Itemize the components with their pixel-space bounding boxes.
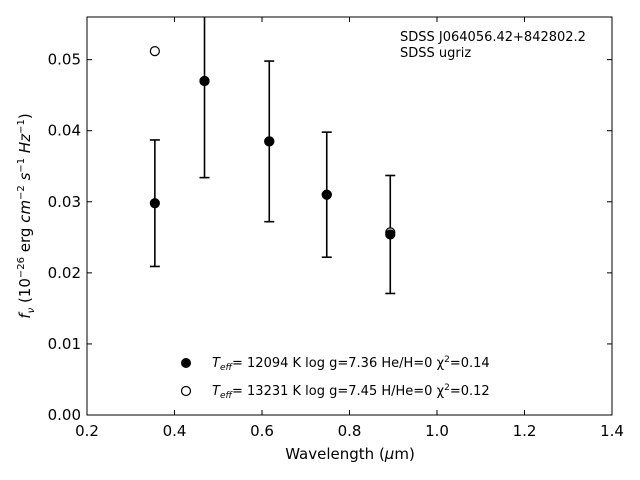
y-tick-label: 0.04 — [48, 122, 81, 140]
legend: Teff= 12094 K log g=7.36 He/H=0 χ2=0.14 … — [180, 355, 490, 401]
x-axis-ticks: 0.2 0.4 0.6 0.8 1.0 1.2 1.4 — [75, 17, 624, 440]
y-tick-label: 0.05 — [48, 51, 81, 69]
legend-marker-open — [180, 385, 192, 397]
data-point-open — [149, 46, 160, 57]
legend-marker-filled — [181, 358, 191, 368]
y-tick-label: 0.01 — [48, 335, 81, 353]
legend-label-series-2: Teff= 13231 K log g=7.45 H/He=0 χ2=0.12 — [212, 383, 490, 401]
x-tick-label: 0.4 — [163, 422, 187, 440]
x-tick-label: 0.2 — [75, 422, 99, 440]
y-axis-ticks: 0.00 0.01 0.02 0.03 0.04 0.05 — [48, 51, 612, 424]
x-axis-title: Wavelength (μm) — [285, 445, 415, 463]
y-tick-label: 0.02 — [48, 264, 81, 282]
x-tick-label: 0.6 — [250, 422, 274, 440]
data-marks — [149, 17, 396, 295]
data-point-filled — [385, 229, 396, 240]
x-tick-label: 1.2 — [513, 422, 537, 440]
legend-label-series-1: Teff= 12094 K log g=7.36 He/H=0 χ2=0.14 — [212, 355, 490, 373]
y-tick-label: 0.03 — [48, 193, 81, 211]
data-point-filled — [149, 198, 160, 209]
y-tick-label: 0.00 — [48, 406, 81, 424]
x-tick-label: 1.0 — [425, 422, 449, 440]
plot-area — [86, 16, 613, 416]
x-tick-label: 0.8 — [338, 422, 362, 440]
annotation-object-name: SDSS J064056.42+842802.2 — [400, 30, 586, 45]
y-axis-title: fν (10−26 erg cm−2 s−1 Hz−1) — [16, 113, 37, 318]
data-point-filled — [199, 75, 210, 87]
data-point-filled — [321, 189, 332, 200]
annotation-filter-set: SDSS ugriz — [400, 46, 471, 61]
data-point-filled — [264, 136, 275, 147]
x-tick-label: 1.4 — [600, 422, 624, 440]
